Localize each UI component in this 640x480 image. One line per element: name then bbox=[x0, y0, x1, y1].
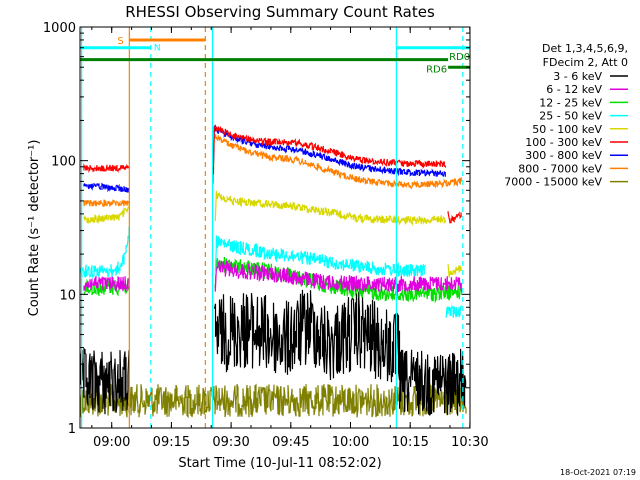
legend-label-3: 25 - 50 keV bbox=[539, 110, 602, 123]
series-7-segment-1 bbox=[212, 134, 462, 190]
series-6 bbox=[83, 125, 446, 193]
legend-label-8: 7000 - 15000 keV bbox=[504, 176, 602, 189]
series-4-segment-1 bbox=[214, 190, 446, 226]
series-5-segment-0 bbox=[83, 163, 130, 173]
series-3 bbox=[80, 226, 462, 318]
series-4-segment-2 bbox=[447, 264, 462, 278]
series-7 bbox=[83, 134, 462, 208]
series-1 bbox=[83, 259, 462, 293]
status-bar-label-1: N bbox=[154, 44, 161, 54]
y-tick-label-2: 100 bbox=[51, 155, 76, 170]
series-3-segment-0 bbox=[80, 226, 130, 280]
y-tick-label-1: 10 bbox=[59, 288, 76, 303]
series-5-segment-2 bbox=[447, 211, 462, 224]
x-tick-label-1: 09:15 bbox=[153, 435, 190, 450]
series-6-segment-0 bbox=[83, 182, 130, 193]
legend-label-7: 800 - 7000 keV bbox=[518, 162, 602, 175]
status-bar-label-3: RD6 bbox=[426, 65, 447, 76]
legend-label-4: 50 - 100 keV bbox=[532, 123, 602, 136]
series-0-segment-2 bbox=[399, 348, 467, 416]
series-2-segment-1 bbox=[214, 256, 462, 304]
x-axis-label: Start Time (10-Jul-11 08:52:02) bbox=[178, 456, 381, 471]
y-tick-label-3: 1000 bbox=[43, 21, 76, 36]
series-3-segment-2 bbox=[445, 304, 462, 318]
legend-label-2: 12 - 25 keV bbox=[539, 96, 602, 109]
series-7-segment-0 bbox=[83, 199, 130, 208]
marker-layer bbox=[80, 27, 464, 428]
status-layer: SNNRD6RD0 bbox=[80, 36, 470, 76]
legend-label-1: 6 - 12 keV bbox=[546, 83, 602, 96]
legend-header-line-1: Det 1,3,4,5,6,9, bbox=[542, 42, 628, 55]
legend-header-line-2: FDecim 2, Att 0 bbox=[543, 56, 628, 69]
x-tick-label-6: 10:30 bbox=[451, 435, 488, 450]
series-4 bbox=[83, 190, 462, 278]
series-6-segment-1 bbox=[212, 125, 446, 178]
series-5 bbox=[83, 124, 462, 224]
x-tick-label-0: 09:00 bbox=[93, 435, 130, 450]
series-5-segment-1 bbox=[212, 124, 446, 170]
series-8 bbox=[80, 383, 467, 419]
legend-label-0: 3 - 6 keV bbox=[553, 70, 602, 83]
chart-title: RHESSI Observing Summary Count Rates bbox=[125, 3, 435, 21]
x-tick-label-3: 09:45 bbox=[272, 435, 309, 450]
data-layer bbox=[80, 124, 467, 419]
series-0-segment-1 bbox=[213, 289, 401, 383]
series-4-segment-0 bbox=[83, 203, 130, 225]
series-0-segment-0 bbox=[80, 347, 130, 415]
series-0 bbox=[80, 289, 467, 416]
legend-label-6: 300 - 800 keV bbox=[525, 149, 602, 162]
status-bar-label-4: RD0 bbox=[449, 52, 470, 63]
legend-label-5: 100 - 300 keV bbox=[525, 136, 602, 149]
series-1-segment-1 bbox=[214, 259, 462, 293]
y-axis-label: Count Rate (s⁻¹ detector⁻¹) bbox=[27, 140, 42, 317]
y-tick-label-0: 1 bbox=[68, 422, 76, 437]
x-tick-label-5: 10:15 bbox=[391, 435, 428, 450]
plot-frame bbox=[79, 26, 471, 429]
legend: Det 1,3,4,5,6,9, FDecim 2, Att 0 3 - 6 k… bbox=[504, 42, 628, 189]
series-1-segment-0 bbox=[83, 275, 130, 292]
x-tick-label-2: 09:30 bbox=[212, 435, 249, 450]
axis-layer: 09:00 09:15 09:30 09:45 10:00 10:15 10:30 1 10 10… bbox=[43, 21, 489, 450]
series-3-segment-1 bbox=[214, 235, 426, 277]
status-bar-label-0: S bbox=[117, 36, 123, 47]
timestamp: 18-Oct-2021 07:19 bbox=[560, 468, 636, 477]
x-tick-label-4: 10:00 bbox=[332, 435, 369, 450]
series-8-segment-0 bbox=[80, 383, 467, 419]
